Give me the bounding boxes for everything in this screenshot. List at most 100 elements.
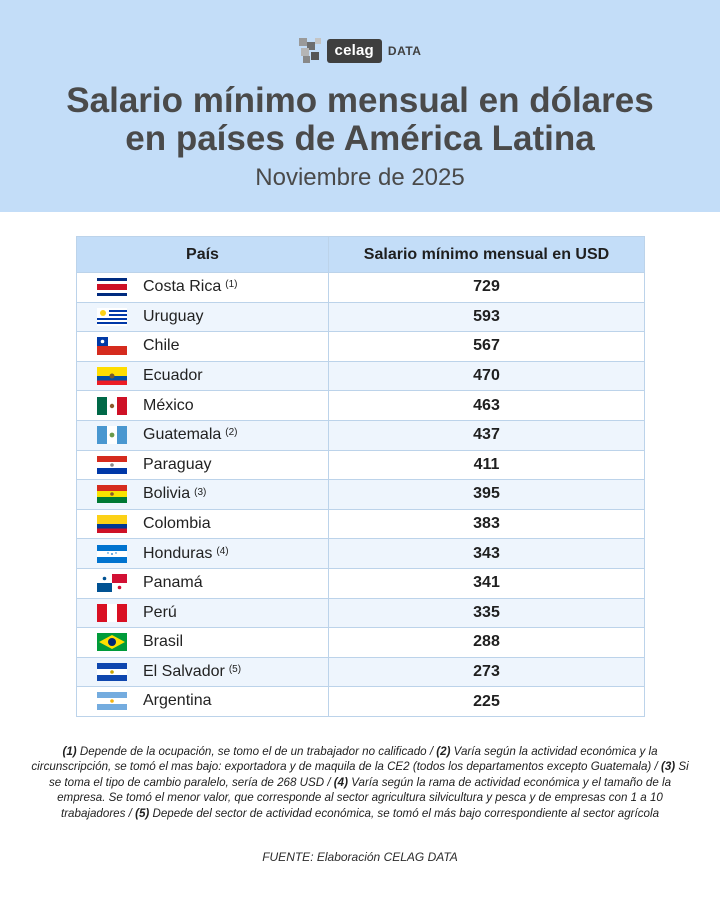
page-subtitle: Noviembre de 2025 bbox=[255, 164, 465, 191]
table-row: Ecuador 470 bbox=[76, 360, 645, 392]
country-name: Ecuador bbox=[143, 366, 203, 384]
table-row: Bolivia (3) 395 bbox=[76, 479, 645, 510]
country-name: Honduras bbox=[143, 544, 213, 562]
footnote-marker: (1) bbox=[225, 279, 238, 291]
salary-value: 273 bbox=[328, 656, 645, 688]
brand-suffix: DATA bbox=[387, 44, 422, 58]
table-row: Chile 567 bbox=[76, 331, 645, 362]
country-name: México bbox=[143, 396, 194, 414]
country-name: Colombia bbox=[143, 514, 211, 532]
table-row: Honduras (4) 343 bbox=[76, 538, 645, 569]
salary-value: 729 bbox=[328, 272, 645, 303]
salary-value: 470 bbox=[328, 360, 645, 392]
country-cell: Panamá bbox=[76, 567, 329, 599]
salary-value: 463 bbox=[328, 390, 645, 421]
column-header-country: País bbox=[76, 236, 329, 273]
salary-value: 567 bbox=[328, 331, 645, 362]
country-name: Chile bbox=[143, 337, 180, 355]
footnote-text: Varía según la actividad económica y la … bbox=[31, 745, 661, 774]
country-cell: Paraguay bbox=[76, 449, 329, 481]
brazil-flag-icon bbox=[97, 633, 127, 652]
country-cell: Argentina bbox=[76, 686, 329, 717]
footnote-number: (1) bbox=[62, 745, 77, 758]
column-header-salary: Salario mínimo mensual en USD bbox=[328, 236, 645, 273]
table-row: Guatemala (2) 437 bbox=[76, 419, 645, 451]
country-name: Perú bbox=[143, 603, 177, 621]
footnote-marker: (3) bbox=[194, 486, 207, 498]
country-cell: Uruguay bbox=[76, 301, 329, 333]
salary-value: 225 bbox=[328, 686, 645, 717]
pixel-logo-icon bbox=[298, 38, 325, 64]
footnote-text: Si se toma el tipo de cambio paralelo, s… bbox=[48, 760, 689, 789]
table-row: Perú 335 bbox=[76, 597, 645, 629]
country-cell: Honduras (4) bbox=[76, 538, 329, 569]
country-name: Brasil bbox=[143, 633, 184, 651]
chile-flag-icon bbox=[97, 337, 127, 356]
celag-logo: celag DATA bbox=[0, 38, 720, 64]
country-name: Guatemala bbox=[143, 426, 222, 444]
salary-value: 341 bbox=[328, 567, 645, 599]
country-cell: México bbox=[76, 390, 329, 421]
guatemala-flag-icon bbox=[97, 426, 127, 445]
salary-table: País Salario mínimo mensual en USD Costa… bbox=[76, 236, 645, 717]
table-body: Costa Rica (1) 729 Uruguay 593 Chile 567 Ecuado… bbox=[76, 272, 645, 717]
country-name: Bolivia bbox=[143, 485, 191, 503]
country-name: El Salvador bbox=[143, 662, 225, 680]
country-cell: Colombia bbox=[76, 508, 329, 540]
title-line-1: Salario mínimo mensual en dólares bbox=[66, 81, 654, 120]
panama-flag-icon bbox=[97, 574, 127, 593]
table-row: Colombia 383 bbox=[76, 508, 645, 540]
salary-value: 343 bbox=[328, 538, 645, 569]
table-row: Uruguay 593 bbox=[76, 301, 645, 333]
mexico-flag-icon bbox=[97, 396, 127, 415]
footnote-text: Varía según la rama de actividad económi… bbox=[57, 775, 672, 820]
table-header-row: País Salario mínimo mensual en USD bbox=[76, 236, 645, 273]
footnote-text: Depede del sector de actividad económica… bbox=[149, 806, 660, 820]
country-name: Uruguay bbox=[143, 307, 204, 325]
footnote-marker: (5) bbox=[228, 664, 242, 676]
peru-flag-icon bbox=[97, 603, 127, 622]
country-cell: Guatemala (2) bbox=[76, 419, 329, 451]
country-cell: Perú bbox=[76, 597, 329, 629]
honduras-flag-icon bbox=[97, 544, 127, 563]
table-row: Panamá 341 bbox=[76, 567, 645, 599]
country-cell: Bolivia (3) bbox=[76, 479, 329, 510]
header-banner: celag DATA Salario mínimo mensual en dól… bbox=[0, 0, 720, 212]
table-row: El Salvador (5) 273 bbox=[76, 656, 645, 688]
footnote-marker: (2) bbox=[225, 427, 238, 439]
brand-name: celag bbox=[326, 39, 382, 63]
salary-value: 593 bbox=[328, 301, 645, 333]
country-cell: Ecuador bbox=[76, 360, 329, 392]
table-row: Costa Rica (1) 729 bbox=[76, 272, 645, 303]
costa-rica-flag-icon bbox=[97, 278, 127, 297]
footnotes: (1) Depende de la ocupación, se tomo el … bbox=[28, 744, 692, 821]
salary-value: 437 bbox=[328, 419, 645, 451]
el-salvador-flag-icon bbox=[97, 662, 127, 681]
country-name: Paraguay bbox=[143, 455, 212, 473]
country-cell: Costa Rica (1) bbox=[76, 272, 329, 303]
salary-value: 383 bbox=[328, 508, 645, 540]
country-cell: Chile bbox=[76, 331, 329, 362]
source-note: FUENTE: Elaboración CELAG DATA bbox=[262, 850, 458, 864]
country-name: Argentina bbox=[143, 692, 212, 710]
bolivia-flag-icon bbox=[97, 485, 127, 504]
colombia-flag-icon bbox=[97, 514, 127, 533]
country-cell: El Salvador (5) bbox=[76, 656, 329, 688]
country-cell: Brasil bbox=[76, 627, 329, 658]
uruguay-flag-icon bbox=[97, 307, 127, 326]
footnote-text: Depende de la ocupación, se tomo el de u… bbox=[76, 745, 437, 758]
title-line-2: en países de América Latina bbox=[125, 119, 595, 158]
country-name: Costa Rica bbox=[143, 278, 222, 296]
footnote-number: (5) bbox=[135, 806, 150, 820]
paraguay-flag-icon bbox=[97, 455, 127, 474]
footnote-number: (4) bbox=[333, 775, 348, 789]
salary-value: 335 bbox=[328, 597, 645, 629]
table-row: Argentina 225 bbox=[76, 686, 645, 717]
footnote-number: (3) bbox=[660, 760, 676, 774]
table-row: México 463 bbox=[76, 390, 645, 421]
country-name: Panamá bbox=[143, 574, 203, 592]
page-title: Salario mínimo mensual en dólares en paí… bbox=[0, 82, 720, 158]
footnote-number: (2) bbox=[436, 745, 451, 758]
salary-value: 288 bbox=[328, 627, 645, 658]
table-row: Brasil 288 bbox=[76, 627, 645, 658]
